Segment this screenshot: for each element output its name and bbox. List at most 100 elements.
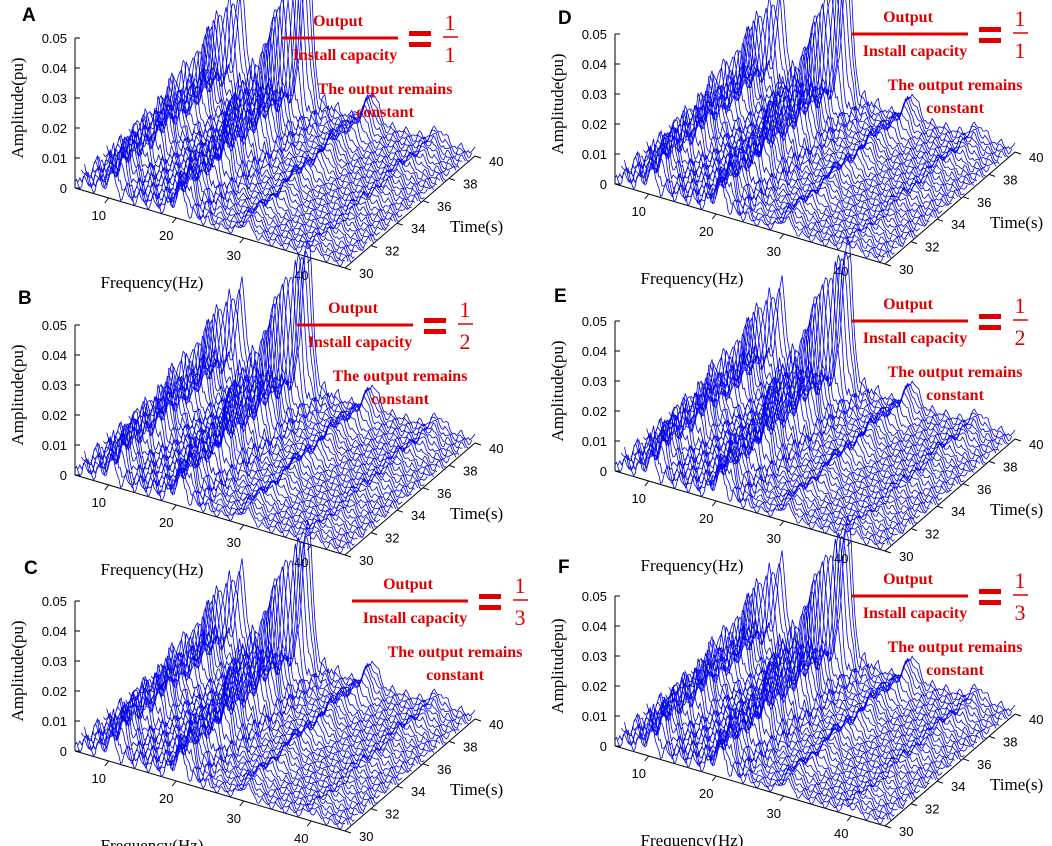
- waterfall-trace: [131, 385, 403, 505]
- waterfall-trace: [674, 84, 946, 211]
- ratio-annotation: Output Install capacity 1 2 The output remai…: [852, 293, 1028, 404]
- frequency-tick: [846, 540, 852, 547]
- annotation-note-line1: The output remains: [888, 639, 1023, 656]
- waterfall-trace: [74, 718, 346, 830]
- waterfall-trace: [630, 422, 901, 535]
- waterfall-trace: [652, 104, 924, 229]
- waterfall-trace: [700, 46, 971, 188]
- time-tick-label: 40: [1029, 150, 1043, 165]
- time-tick-label: 34: [411, 508, 425, 523]
- waterfall-trace: [131, 665, 403, 781]
- waterfall-trace: [614, 713, 886, 825]
- annotation-note-line1: The output remains: [318, 81, 453, 98]
- waterfall-trace: [100, 696, 371, 807]
- waterfall-trace: [617, 138, 889, 259]
- frequency-axis-label: Frequency(Hz): [641, 831, 744, 846]
- waterfall-trace: [157, 51, 428, 195]
- frequency-tick: [846, 815, 852, 822]
- amplitude-tick-label: 0.01: [42, 151, 67, 166]
- fraction-numerator: 1: [445, 10, 456, 35]
- frequency-tick-label: 10: [632, 491, 646, 506]
- waterfall-trace: [134, 86, 406, 215]
- amplitude-tick-label: 0.01: [582, 434, 607, 449]
- equals-sign-top: [979, 314, 1001, 319]
- panel-letter: E: [554, 286, 567, 307]
- amplitude-tick-label: 0: [60, 181, 67, 196]
- chart-panel-c: C 0 0.01 0.02 0.03 0.04 0.05 10 20 30 40 30 32 34 36 38…: [8, 519, 528, 846]
- frequency-tick-label: 20: [699, 511, 713, 526]
- time-tick-label: 30: [899, 824, 913, 839]
- annotation-note-line2: constant: [371, 391, 429, 408]
- frequency-tick: [104, 197, 110, 204]
- waterfall-trace: [668, 382, 940, 505]
- waterfall-trace: [74, 439, 346, 554]
- panel-letter: C: [24, 558, 38, 579]
- time-tick-label: 34: [951, 217, 965, 232]
- frequency-tick-label: 30: [227, 811, 241, 826]
- amplitude-tick-label: 0: [600, 739, 607, 754]
- amplitude-tick-label: 0.04: [42, 348, 67, 363]
- time-tick-label: 30: [359, 266, 373, 281]
- waterfall-trace: [160, 42, 431, 192]
- fraction-denominator: 3: [1015, 600, 1026, 625]
- time-tick: [884, 825, 892, 829]
- frequency-tick-label: 10: [632, 204, 646, 219]
- waterfall-trace: [166, 35, 438, 188]
- time-tick: [344, 830, 352, 834]
- equals-sign-bottom: [979, 325, 1001, 330]
- waterfall-trace: [649, 114, 921, 233]
- amplitude-tick-label: 0.02: [582, 404, 607, 419]
- frequency-tick-label: 20: [699, 786, 713, 801]
- time-axis-line: [344, 718, 476, 832]
- amplitude-tick-label: 0.03: [582, 87, 607, 102]
- time-tick-label: 36: [977, 482, 991, 497]
- time-tick-label: 30: [359, 829, 373, 844]
- amplitude-tick-label: 0.05: [582, 314, 607, 329]
- frequency-tick-label: 20: [159, 515, 173, 530]
- amplitude-axis-label: Amplitude(pu): [548, 53, 567, 154]
- waterfall-trace: [620, 708, 892, 821]
- frequency-tick: [171, 504, 177, 511]
- fraction-numerator: 1: [460, 297, 471, 322]
- time-tick: [422, 200, 430, 204]
- time-tick: [448, 740, 456, 744]
- time-tick: [344, 554, 352, 558]
- waterfall-trace: [90, 425, 361, 539]
- amplitude-tick-label: 0.02: [582, 679, 607, 694]
- amplitude-tick-label: 0.01: [582, 147, 607, 162]
- amplitude-tick-label: 0.02: [42, 684, 67, 699]
- waterfall-trace: [115, 111, 387, 231]
- fraction-denominator: 1: [1015, 38, 1026, 63]
- annotation-numerator: Output: [883, 571, 933, 588]
- waterfall-trace: [735, 0, 1006, 158]
- amplitude-tick-label: 0.02: [42, 121, 67, 136]
- waterfall-trace: [131, 95, 403, 218]
- ratio-annotation: Output Install capacity 1 3 The output remai…: [352, 573, 528, 684]
- frequency-tick: [239, 237, 245, 244]
- amplitude-tick-label: 0.05: [42, 318, 67, 333]
- time-axis-label: Time(s): [990, 213, 1043, 232]
- annotation-numerator: Output: [313, 13, 363, 30]
- waterfall-trace: [176, 578, 447, 744]
- waterfall-trace: [703, 47, 975, 186]
- time-tick-label: 30: [899, 549, 913, 564]
- time-tick-label: 32: [385, 244, 399, 259]
- time-tick: [370, 245, 378, 249]
- waterfall-trace: [655, 396, 927, 514]
- waterfall-trace: [694, 625, 965, 758]
- waterfall-trace: [122, 95, 393, 226]
- annotation-note-line1: The output remains: [888, 364, 1023, 381]
- waterfall-trace: [84, 149, 355, 259]
- time-tick-label: 40: [1029, 437, 1043, 452]
- frequency-axis-line: [74, 474, 346, 556]
- annotation-denominator: Install capacity: [863, 43, 967, 60]
- time-tick: [344, 267, 352, 271]
- time-tick-label: 30: [359, 553, 373, 568]
- equals-sign-bottom: [479, 605, 501, 610]
- waterfall-trace: [617, 703, 889, 821]
- waterfall-trace: [712, 303, 984, 466]
- time-tick-label: 36: [437, 762, 451, 777]
- amplitude-tick-label: 0.01: [42, 714, 67, 729]
- time-tick-label: 40: [489, 154, 503, 169]
- time-tick-label: 38: [463, 463, 477, 478]
